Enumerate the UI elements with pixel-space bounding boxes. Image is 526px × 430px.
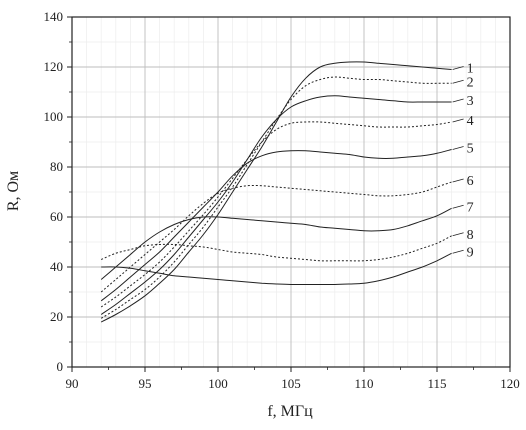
series-labels: 12 3 4 5 6 7 8 9 [452,62,474,260]
series-label-8: 8 [467,228,474,243]
series-label-3: 3 [467,94,474,109]
y-tick-label: 0 [57,359,64,374]
y-tick-label: 60 [50,209,63,224]
x-tick-label: 100 [208,376,228,391]
x-tick-label: 90 [66,376,79,391]
series-line-3 [100,95,452,315]
series-label-6: 6 [467,174,474,189]
series-line-1 [100,61,452,323]
series-label-leader [452,66,464,70]
y-tick-label: 80 [50,159,63,174]
series-line-7 [100,207,452,280]
series-line-6 [100,181,452,293]
series-label-leader [452,249,464,254]
series-label-leader [452,79,464,84]
series-line-4 [100,121,452,308]
series-label-leader [452,232,464,237]
x-tick-label: 110 [354,376,373,391]
y-axis-title: R, Ом [5,171,22,211]
series-label-9: 9 [467,245,474,260]
series-label-2: 2 [467,75,474,90]
y-tick-label: 40 [50,259,63,274]
x-tick-label: 105 [281,376,301,391]
series-label-7: 7 [467,200,474,215]
series-label-leader [452,178,464,183]
x-tick-label: 95 [139,376,152,391]
y-tick-label: 20 [50,309,63,324]
y-tick-label: 120 [44,59,64,74]
series-label-1: 1 [467,62,474,77]
grid [71,16,511,368]
series-line-9 [101,252,452,286]
series-label-5: 5 [467,142,474,157]
series-line-8 [101,235,452,262]
y-tick-label: 140 [44,9,64,24]
y-tick-label: 100 [44,109,64,124]
series-label-leader [452,204,464,209]
series-line-5 [100,149,452,302]
series-group [100,61,452,323]
series-label-leader [452,118,464,123]
series-label-leader [452,146,464,150]
x-tick-label: 115 [427,376,446,391]
series-label-4: 4 [467,114,474,129]
x-axis-title: f, МГц [267,403,313,420]
series-label-leader [452,98,464,103]
x-tick-label: 120 [500,376,520,391]
